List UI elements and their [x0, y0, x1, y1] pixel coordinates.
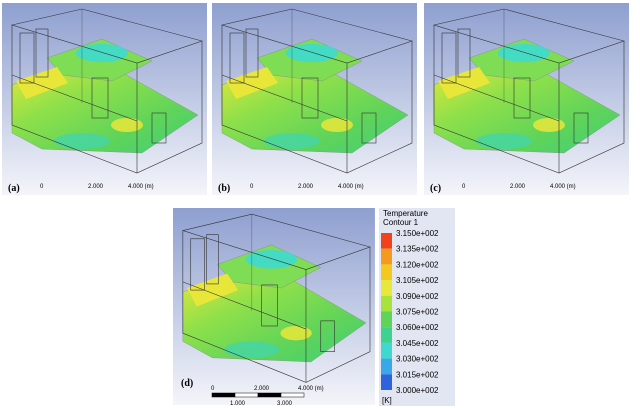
legend-swatch	[381, 295, 392, 312]
scale-label: 4.000 (m)	[550, 184, 576, 190]
wall-frame	[457, 28, 471, 78]
wall-frame	[573, 112, 589, 144]
wall-frame	[513, 77, 531, 119]
legend-title: Temperature	[383, 209, 428, 218]
legend-swatch	[381, 327, 392, 343]
legend-swatch	[381, 233, 392, 249]
wall-frame	[151, 112, 167, 144]
legend-swatch	[381, 264, 392, 281]
wall-frame	[261, 284, 278, 327]
box-edge	[433, 74, 560, 122]
legend-level: 3.150e+002	[396, 229, 439, 238]
legend-swatch	[381, 248, 392, 265]
panel-label: (c)	[430, 183, 441, 194]
scale-label: 0	[211, 386, 215, 392]
legend-level: 3.120e+002	[396, 260, 439, 269]
scale-label: 2.000	[298, 184, 314, 190]
panel: (b) 0 2.000 4.000 (m)	[212, 3, 417, 195]
panel: (a) 0 2.000 4.000 (m)	[2, 3, 207, 195]
wall-frame	[91, 77, 109, 119]
legend-swatch	[381, 342, 392, 359]
warm-zone	[16, 67, 68, 99]
cool-spot	[264, 133, 320, 149]
scale-label: 4.000 (m)	[298, 386, 324, 392]
scale-bar	[234, 392, 259, 398]
wall-frame	[301, 77, 319, 119]
scale-label: 4.000 (m)	[128, 184, 154, 190]
box-edges	[182, 230, 371, 383]
box-edge	[11, 74, 138, 122]
legend-level: 3.060e+002	[396, 323, 439, 332]
legend-level: 3.045e+002	[396, 339, 439, 348]
warm-spot	[280, 325, 312, 341]
cool-spot	[224, 341, 280, 358]
wall-frame	[441, 32, 457, 84]
wall-frame	[361, 112, 377, 144]
box-edge	[221, 74, 348, 122]
panel-label: (b)	[218, 183, 230, 194]
wall-frame	[245, 28, 259, 78]
scale-label: 2.000	[88, 184, 104, 190]
panel	[173, 208, 375, 405]
panel-label: (d)	[181, 378, 193, 389]
legend-level: 3.075e+002	[396, 308, 439, 317]
wall-frame	[320, 320, 335, 352]
cool-spot	[54, 133, 110, 149]
legend-subtitle: Contour 1	[383, 218, 419, 227]
box-edge	[182, 281, 307, 330]
legend-level: 3.105e+002	[396, 276, 439, 285]
legend-swatch	[381, 374, 392, 390]
scale-label: 1.000	[230, 401, 246, 407]
wall-frame	[19, 32, 35, 84]
warm-spot	[321, 118, 353, 132]
scale-bar	[280, 392, 305, 398]
wall-frame	[229, 32, 245, 84]
wall-frame	[35, 28, 49, 78]
scale-label: 4.000 (m)	[338, 184, 364, 190]
scale-label: 3.000	[277, 401, 293, 407]
warm-spot	[111, 118, 143, 132]
cool-spot	[476, 133, 532, 149]
legend-swatch	[381, 358, 392, 375]
panel: (c) 0 2.000 4.000 (m)	[424, 3, 629, 195]
legend-level: 3.090e+002	[396, 292, 439, 301]
legend-level: 3.135e+002	[396, 245, 439, 254]
scale-label: 2.000	[254, 386, 270, 392]
warm-zone	[226, 67, 278, 99]
warm-zone	[186, 273, 239, 307]
scale-bar	[211, 392, 236, 398]
legend-swatch	[381, 311, 392, 328]
wall-frame	[190, 238, 205, 291]
legend-level: 3.015e+002	[396, 370, 439, 379]
scale-bar	[257, 392, 282, 398]
wall-frame	[206, 234, 219, 285]
scale-label: 0	[250, 184, 254, 190]
legend-level: 3.000e+002	[396, 386, 439, 395]
warm-zone	[438, 67, 490, 99]
warm-spot	[533, 118, 565, 132]
legend-level: 3.030e+002	[396, 355, 439, 364]
scale-label: 2.000	[510, 184, 526, 190]
scale-label: 0	[40, 184, 44, 190]
panel-label: (a)	[8, 183, 20, 194]
legend-swatch	[381, 280, 392, 296]
legend-unit: [K]	[382, 396, 392, 405]
scale-label: 0	[462, 184, 466, 190]
